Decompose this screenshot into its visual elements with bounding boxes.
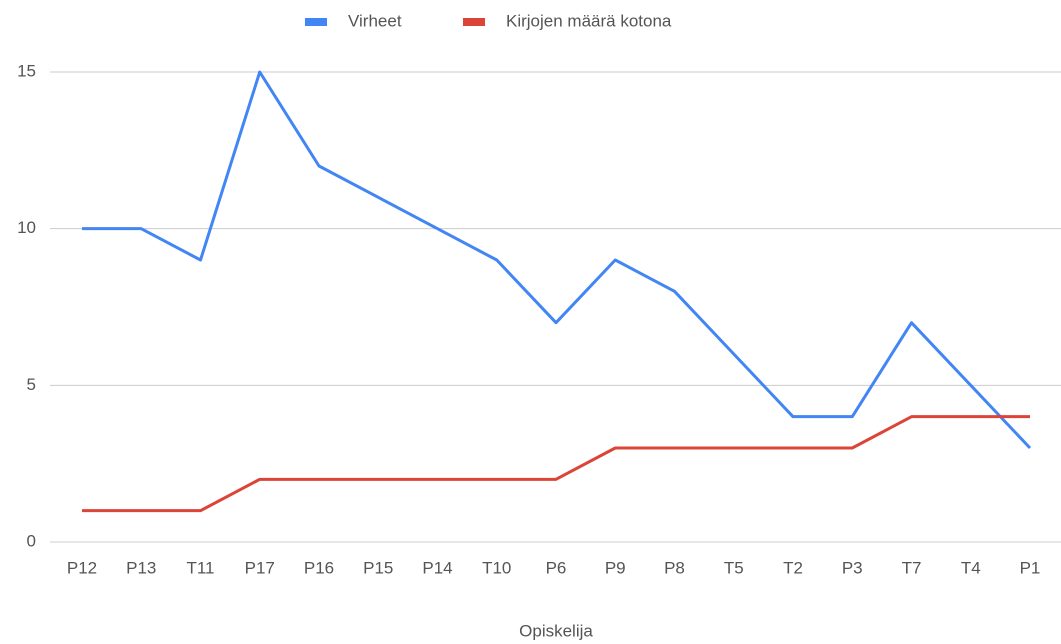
x-tick-label: T5: [724, 558, 744, 577]
x-tick-label: T4: [961, 558, 981, 577]
legend-swatch: [463, 18, 485, 26]
x-tick-label: T7: [902, 558, 922, 577]
y-tick-label: 10: [17, 218, 36, 237]
y-tick-label: 0: [27, 531, 36, 550]
legend-label: Kirjojen määrä kotona: [506, 11, 672, 30]
x-tick-label: P9: [605, 558, 626, 577]
x-tick-label: T2: [783, 558, 803, 577]
x-tick-label: P17: [245, 558, 275, 577]
series-line: [82, 70, 1032, 450]
series-line: [82, 415, 1030, 513]
x-tick-label: T10: [482, 558, 511, 577]
x-tick-label: P15: [363, 558, 393, 577]
y-tick-label: 5: [27, 375, 36, 394]
x-tick-label: P3: [842, 558, 863, 577]
x-tick-label: P16: [304, 558, 334, 577]
x-tick-label: P13: [126, 558, 156, 577]
x-axis-title: Opiskelija: [519, 621, 593, 640]
x-tick-label: P12: [67, 558, 97, 577]
legend-label: Virheet: [348, 11, 402, 30]
x-tick-label: T11: [186, 558, 214, 577]
x-tick-label: P14: [422, 558, 452, 577]
x-tick-label: P6: [546, 558, 567, 577]
x-tick-label: P1: [1020, 558, 1041, 577]
y-tick-label: 15: [17, 61, 36, 80]
x-tick-label: P8: [664, 558, 685, 577]
legend-swatch: [305, 18, 327, 26]
